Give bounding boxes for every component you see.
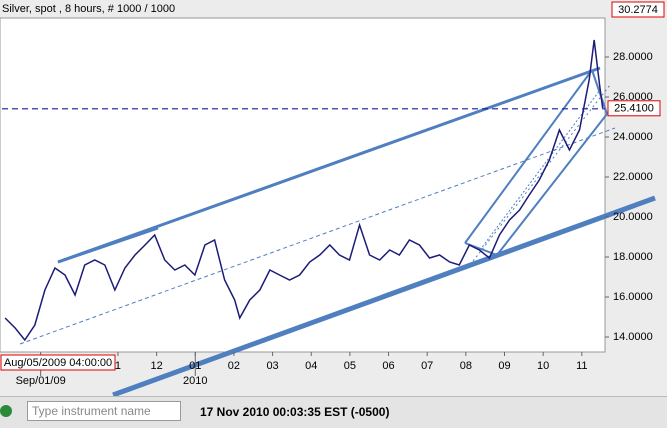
y-tick-label: 16.0000 <box>613 291 653 303</box>
trendlines <box>19 66 656 396</box>
y-tick-label: 22.0000 <box>613 171 653 183</box>
x-tick-label: 09 <box>498 360 510 372</box>
toolbar: Type instrument name 17 Nov 2010 00:03:3… <box>0 396 667 428</box>
clock: 17 Nov 2010 00:03:35 EST (-0500) <box>200 405 390 419</box>
x-major-label: 2010 <box>183 375 207 387</box>
x-tick-label: 02 <box>228 360 240 372</box>
x-tick-label: 03 <box>266 360 278 372</box>
x-tick-label: 11 <box>576 360 587 372</box>
x-major-label: Sep/01/09 <box>16 375 66 387</box>
current-price-label: 25.4100 <box>614 103 654 115</box>
status-icon <box>0 405 12 417</box>
y-tick-label: 24.0000 <box>613 131 653 143</box>
y-tick-label: 20.0000 <box>613 211 653 223</box>
y-tick-label: 26.0000 <box>613 91 653 103</box>
chart: Silver, spot , 8 hours, # 1000 / 1000 30… <box>0 1 665 396</box>
x-tick-label: 10 <box>537 360 549 372</box>
search-input[interactable]: Type instrument name <box>27 401 181 421</box>
x-tick-label: 07 <box>421 360 433 372</box>
cursor-time-box <box>0 354 116 371</box>
y-tick-label: 14.0000 <box>613 331 653 343</box>
y-tick-label: 28.0000 <box>613 51 653 63</box>
current-price-box <box>607 100 661 117</box>
x-tick-label: 1 <box>115 360 121 372</box>
chart-title: Silver, spot , 8 hours, # 1000 / 1000 <box>2 3 175 15</box>
x-tick-label: 05 <box>344 360 356 372</box>
x-tick-label: 04 <box>305 360 317 372</box>
y-tick-label: 18.0000 <box>613 251 653 263</box>
scale-top-box <box>611 1 665 18</box>
x-tick-label: 06 <box>382 360 394 372</box>
x-tick-label: 08 <box>460 360 472 372</box>
cursor-time-label: Aug/05/2009 04:00:00 <box>4 357 112 369</box>
scale-top-label: 30.2774 <box>618 4 658 16</box>
plot-area <box>0 17 606 353</box>
price-line <box>4 39 604 342</box>
x-tick-label: 12 <box>150 360 162 372</box>
